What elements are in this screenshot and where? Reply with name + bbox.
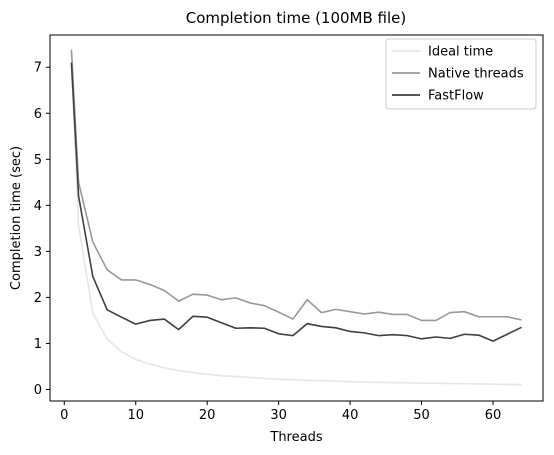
y-tick-label: 6 <box>34 107 42 122</box>
chart-title: Completion time (100MB file) <box>186 9 407 27</box>
legend: Ideal time Native threads FastFlow <box>385 38 537 110</box>
legend-label: FastFlow <box>428 89 484 104</box>
y-tick-label: 0 <box>34 383 42 398</box>
x-tick-label: 10 <box>127 408 144 423</box>
series-layer <box>70 49 522 386</box>
y-tick-label: 5 <box>34 153 42 168</box>
x-tick-label: 30 <box>270 408 287 423</box>
legend-label: Native threads <box>428 67 524 82</box>
series-line-native-threads <box>70 49 522 322</box>
x-axis: 0 10 20 30 40 50 60 <box>60 401 501 423</box>
y-tick-label: 7 <box>34 61 42 76</box>
y-tick-label: 3 <box>34 245 42 260</box>
x-tick-label: 40 <box>342 408 359 423</box>
series-line-fastflow <box>70 62 522 342</box>
y-tick-label: 1 <box>34 337 42 352</box>
plot-area-frame <box>49 34 544 402</box>
legend-box <box>385 38 537 110</box>
y-tick-label: 4 <box>34 199 42 214</box>
y-tick-label: 2 <box>34 291 42 306</box>
series-line-ideal-time <box>70 62 522 386</box>
y-axis: 0 1 2 3 4 5 6 7 <box>34 61 50 398</box>
legend-label: Ideal time <box>428 45 493 60</box>
y-axis-label: Completion time (sec) <box>9 146 24 290</box>
x-axis-label: Threads <box>269 430 322 445</box>
x-tick-label: 60 <box>485 408 502 423</box>
x-tick-label: 50 <box>413 408 430 423</box>
x-tick-label: 20 <box>199 408 216 423</box>
x-tick-label: 0 <box>60 408 68 423</box>
